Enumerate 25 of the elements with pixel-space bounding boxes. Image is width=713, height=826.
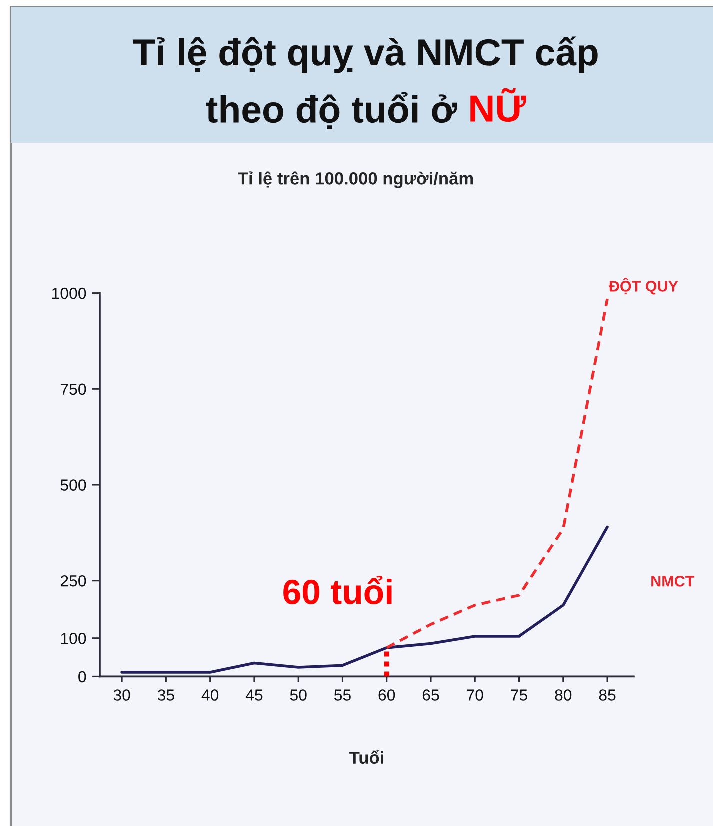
x-tick-label: 60	[378, 690, 396, 701]
y-tick-label: 1000	[52, 288, 86, 300]
x-tick-label: 45	[246, 690, 263, 701]
chart-title: Tỉ lệ đột quỵ và NMCT cấp theo độ tuổi ở NỮ	[133, 36, 598, 130]
y-tick-label: 100	[61, 632, 86, 644]
x-tick-label: 65	[422, 690, 440, 701]
text: NMCT	[652, 576, 695, 587]
y-tick-label: 500	[60, 480, 86, 491]
x-tick-label: 85	[599, 690, 616, 701]
line-series	[120, 526, 609, 674]
x-axis-title: Tuổi	[350, 750, 384, 764]
x-tick-label: 50	[290, 690, 307, 701]
x-tick-label: 55	[334, 690, 351, 701]
x-tick-label: 30	[114, 690, 130, 701]
y-tick-label: 750	[60, 384, 86, 396]
x-tick-label: 70	[467, 690, 484, 701]
ref-line-label: 60 tuổi	[284, 576, 392, 604]
x-tick-label: 35	[158, 690, 174, 701]
x-tick-label: 75	[511, 690, 528, 701]
series-label: ĐỘT QUY	[608, 278, 678, 295]
chart-subtitle: Tỉ lệ trên 100.000 người/năm	[238, 172, 474, 188]
y-tick-label: 0	[78, 671, 86, 683]
x-tick-label: 40	[202, 690, 219, 701]
y-tick-label: 250	[60, 575, 86, 587]
x-tick-label: 80	[555, 690, 572, 701]
